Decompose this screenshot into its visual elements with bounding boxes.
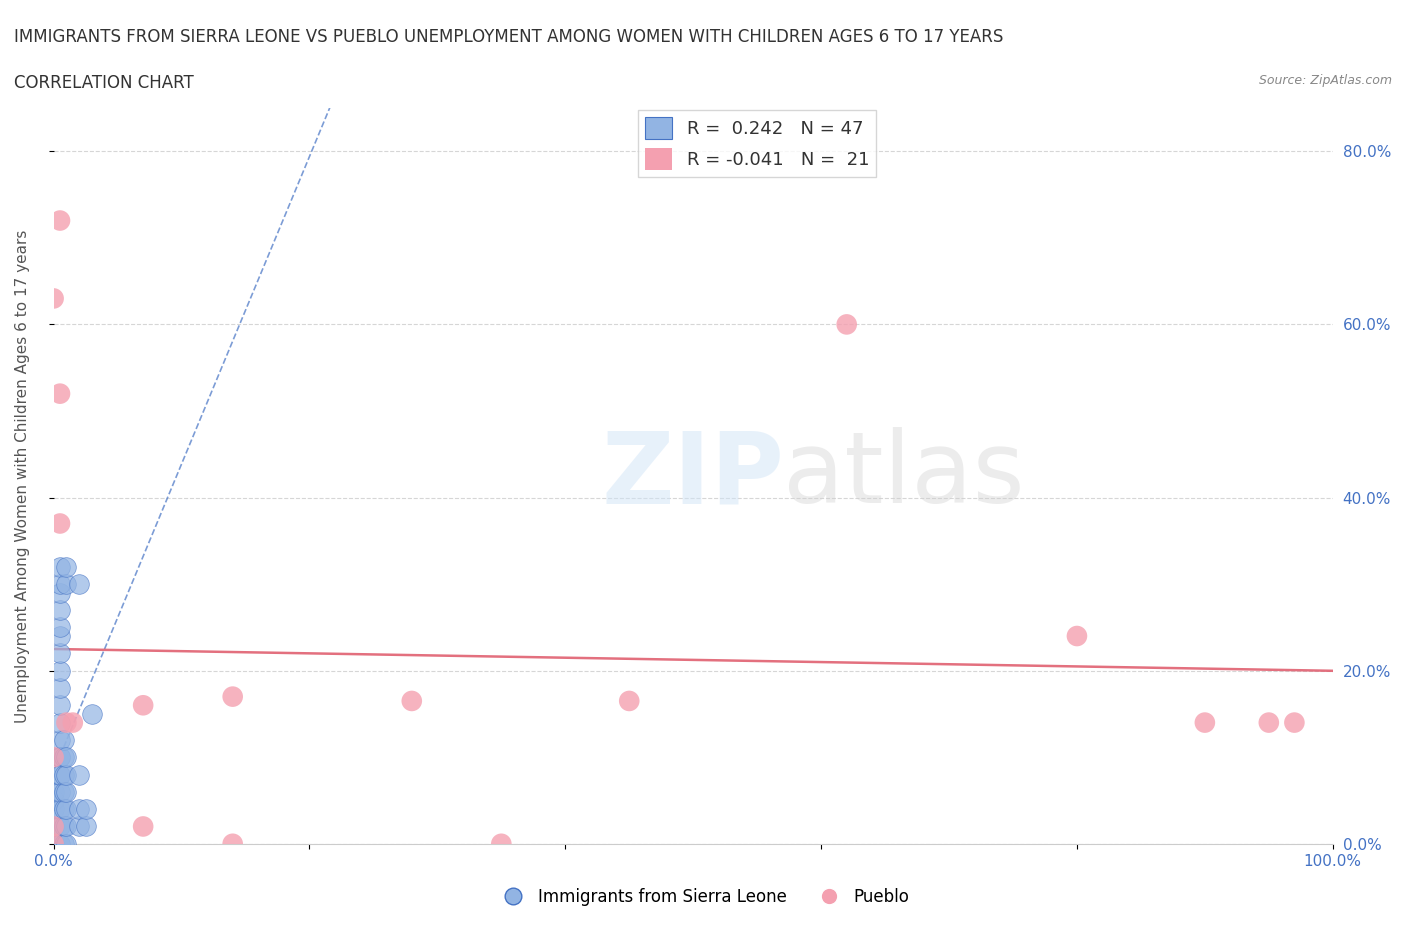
Text: atlas: atlas xyxy=(783,428,1025,525)
Point xyxy=(49,681,72,696)
Text: CORRELATION CHART: CORRELATION CHART xyxy=(14,74,194,92)
Y-axis label: Unemployment Among Women with Children Ages 6 to 17 years: Unemployment Among Women with Children A… xyxy=(15,229,30,723)
Point xyxy=(42,836,65,851)
Point xyxy=(42,819,65,834)
Point xyxy=(67,767,90,782)
Point xyxy=(401,694,423,709)
Point xyxy=(52,733,75,748)
Point xyxy=(49,620,72,635)
Point xyxy=(42,819,65,834)
Point xyxy=(49,836,72,851)
Point xyxy=(55,819,77,834)
Point xyxy=(55,750,77,764)
Point xyxy=(75,819,97,834)
Point xyxy=(49,784,72,799)
Point xyxy=(42,784,65,799)
Point xyxy=(67,819,90,834)
Point xyxy=(55,559,77,574)
Point xyxy=(1257,715,1279,730)
Text: Source: ZipAtlas.com: Source: ZipAtlas.com xyxy=(1258,74,1392,87)
Point xyxy=(55,802,77,817)
Legend: R =  0.242   N = 47, R = -0.041   N =  21: R = 0.242 N = 47, R = -0.041 N = 21 xyxy=(638,110,876,178)
Point xyxy=(49,698,72,712)
Point xyxy=(62,715,84,730)
Point xyxy=(49,646,72,661)
Point xyxy=(52,750,75,764)
Point xyxy=(42,750,65,764)
Point xyxy=(55,715,77,730)
Point xyxy=(49,577,72,591)
Text: ZIP: ZIP xyxy=(602,428,785,525)
Point xyxy=(67,577,90,591)
Point xyxy=(42,793,65,808)
Point xyxy=(49,802,72,817)
Point xyxy=(49,750,72,764)
Point xyxy=(619,694,641,709)
Point xyxy=(52,767,75,782)
Point xyxy=(1194,715,1216,730)
Point xyxy=(49,603,72,618)
Point xyxy=(42,836,65,851)
Point xyxy=(49,629,72,644)
Point xyxy=(49,715,72,730)
Point xyxy=(67,802,90,817)
Point xyxy=(49,767,72,782)
Point xyxy=(52,802,75,817)
Point xyxy=(1066,629,1088,644)
Point xyxy=(49,733,72,748)
Legend: Immigrants from Sierra Leone, Pueblo: Immigrants from Sierra Leone, Pueblo xyxy=(489,881,917,912)
Point xyxy=(80,707,103,722)
Point xyxy=(132,819,155,834)
Point xyxy=(55,767,77,782)
Point xyxy=(52,819,75,834)
Point xyxy=(42,802,65,817)
Point xyxy=(49,767,72,782)
Point xyxy=(49,516,72,531)
Point xyxy=(835,317,858,332)
Point xyxy=(52,836,75,851)
Point xyxy=(49,663,72,678)
Point xyxy=(49,213,72,228)
Point xyxy=(55,577,77,591)
Point xyxy=(55,836,77,851)
Point xyxy=(49,819,72,834)
Point xyxy=(491,836,513,851)
Text: IMMIGRANTS FROM SIERRA LEONE VS PUEBLO UNEMPLOYMENT AMONG WOMEN WITH CHILDREN AG: IMMIGRANTS FROM SIERRA LEONE VS PUEBLO U… xyxy=(14,28,1004,46)
Point xyxy=(49,386,72,401)
Point xyxy=(1284,715,1306,730)
Point xyxy=(49,559,72,574)
Point xyxy=(42,291,65,306)
Point xyxy=(222,836,245,851)
Point xyxy=(132,698,155,712)
Point xyxy=(49,750,72,764)
Point xyxy=(49,585,72,600)
Point xyxy=(222,689,245,704)
Point xyxy=(55,784,77,799)
Point xyxy=(75,802,97,817)
Point xyxy=(52,784,75,799)
